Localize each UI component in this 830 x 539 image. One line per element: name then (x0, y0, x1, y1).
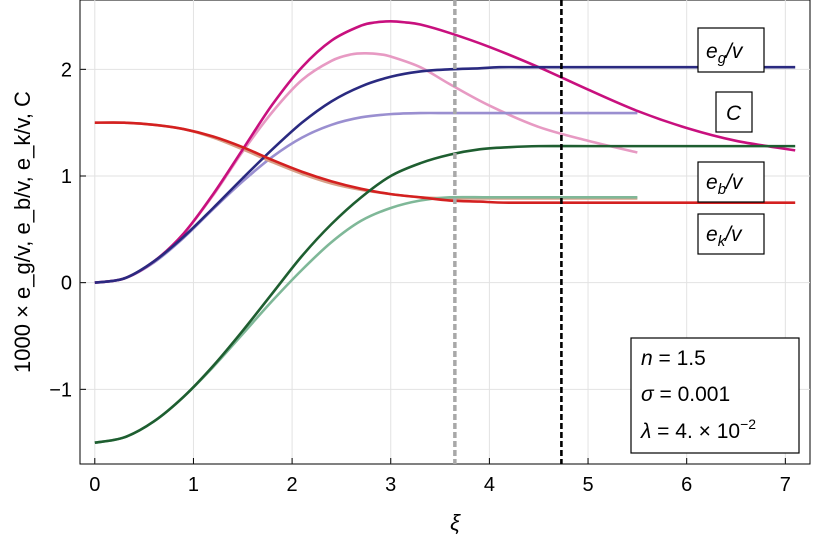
parameter-box-frame (630, 337, 800, 454)
annotation-eb: eb/v (697, 161, 765, 203)
series-line-ek (94, 121, 796, 205)
annotation-C-box (715, 91, 753, 133)
plot-frame (79, 0, 811, 465)
param-lambda-value: 4. × 10 (675, 420, 740, 443)
y-tick-label-2: 1 (61, 166, 72, 188)
param-n-label: n (641, 347, 653, 370)
y-axis-label: 1000 × e_g/v, e_b/v, e_k/v, C (10, 91, 35, 373)
annotation-eg-box (697, 27, 765, 73)
annotation-C-text: C (726, 102, 742, 125)
svg-text:ek/v: ek/v (706, 223, 743, 250)
y-tick-label-3: 2 (61, 59, 72, 81)
series-line-ek_light (94, 121, 638, 200)
vertical-marker-lines (453, 0, 563, 464)
x-axis-label: ξ (450, 510, 461, 535)
annotation-eg-tail: /v (724, 40, 744, 63)
annotation-eb-tail: /v (724, 171, 744, 194)
svg-text:n = 1.5: n = 1.5 (641, 347, 706, 370)
annotation-eg: eg/v (697, 27, 765, 73)
series-line-eb (94, 144, 796, 444)
annotation-ek-sub: k (718, 233, 727, 250)
series-line-eg (94, 65, 796, 284)
param-lambda-label: λ (640, 420, 651, 443)
series-line-eb_light (94, 195, 638, 444)
annotation-eg-sub: g (718, 50, 727, 67)
annotation-eb-sub: b (718, 181, 726, 198)
y-tick-label-1: 0 (61, 273, 72, 295)
svg-text:σ = 0.001: σ = 0.001 (641, 383, 730, 406)
x-tick-label-1: 1 (188, 474, 199, 496)
parameter-box: n = 1.5 σ = 0.001 λ = 4. × 10−2 (630, 337, 800, 454)
series-lines (94, 20, 796, 444)
x-tick-label-0: 0 (89, 474, 100, 496)
annotation-ek-base: e (706, 223, 718, 246)
series-line-C_light (94, 52, 638, 284)
annotation-eg-base: e (706, 40, 718, 63)
x-tick-label-3: 3 (385, 474, 396, 496)
annotation-ek: ek/v (697, 213, 765, 255)
annotation-eb-base: e (706, 171, 718, 194)
svg-text:eg/v: eg/v (706, 40, 744, 67)
x-tick-label-7: 7 (780, 474, 791, 496)
annotation-C: C (715, 91, 753, 133)
svg-text:λ = 4. × 10−2: λ = 4. × 10−2 (640, 416, 756, 443)
annotation-eb-box (697, 161, 765, 203)
axis-ticks: 0 1 2 3 4 5 6 7 −1 0 1 2 (49, 59, 791, 496)
param-lambda-exp: −2 (740, 416, 756, 432)
x-tick-label-5: 5 (582, 474, 593, 496)
param-sigma-label: σ (641, 383, 655, 406)
param-sigma-value: 0.001 (678, 383, 731, 406)
svg-text:eb/v: eb/v (706, 171, 744, 198)
x-tick-label-4: 4 (484, 474, 495, 496)
x-tick-label-2: 2 (287, 474, 298, 496)
x-tick-label-6: 6 (681, 474, 692, 496)
annotation-ek-tail: /v (723, 223, 743, 246)
series-line-C (94, 20, 796, 284)
y-tick-label-0: −1 (49, 379, 72, 401)
annotation-ek-box (697, 213, 765, 255)
param-n-value: 1.5 (677, 347, 706, 370)
